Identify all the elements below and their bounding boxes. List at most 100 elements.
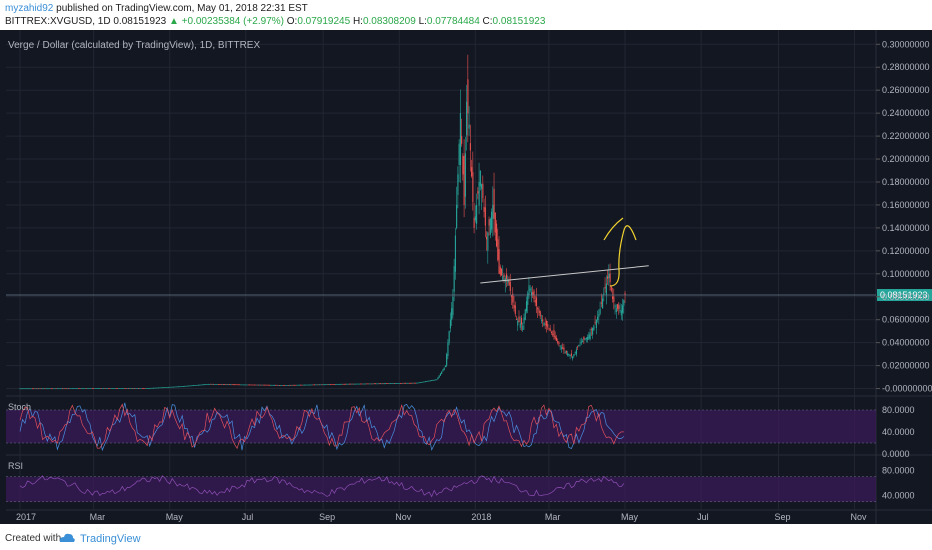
candle-body (486, 236, 488, 240)
candle-body (224, 384, 226, 385)
y-tick-label: 0.06000000 (882, 315, 930, 325)
y-tick-label: 0.18000000 (882, 177, 930, 187)
candle-body (568, 354, 570, 356)
tradingview-brand[interactable]: TradingView (80, 533, 141, 545)
chart-frame[interactable]: 0.08151923 0.30000000 0.28000000 0.2600000… (0, 30, 932, 524)
candle-body (507, 279, 509, 283)
candle-body (58, 388, 60, 390)
candle-body (599, 308, 601, 314)
stoch-tick-label: 40.0000 (882, 427, 915, 437)
candle-body (24, 388, 26, 390)
y-tick-label: 0.20000000 (882, 154, 930, 164)
candle-body (63, 388, 65, 390)
candle-body (540, 319, 543, 321)
candle-body (394, 383, 397, 384)
candle-body (534, 300, 536, 303)
candle-body (421, 381, 423, 383)
h-label: H: (352, 16, 363, 27)
candle-body (66, 388, 69, 390)
candle-body (608, 273, 610, 279)
arrow-drawing[interactable] (603, 217, 637, 287)
x-tick-label: May (621, 512, 639, 522)
candle-body (174, 386, 176, 388)
candle-body (207, 383, 209, 385)
candle-body (509, 282, 511, 292)
candle-body (330, 384, 332, 385)
candle-body (164, 387, 166, 388)
candle-body (74, 388, 76, 390)
y-tick-label: 0.12000000 (882, 246, 930, 256)
candle-body (147, 387, 150, 389)
candle-body (539, 311, 541, 317)
candle-body (343, 383, 345, 385)
candle-body (265, 384, 267, 386)
chart-svg[interactable]: 0.08151923 0.30000000 0.28000000 0.2600000… (0, 30, 932, 524)
candle-body (422, 381, 424, 383)
candle-body (165, 387, 167, 388)
candle-body (409, 382, 412, 384)
candle-body (251, 384, 253, 386)
candle-body (179, 386, 181, 388)
candle-body (39, 388, 41, 390)
candle-body (46, 388, 49, 390)
candle-body (562, 347, 564, 349)
chart-header: myzahid92 published on TradingView.com, … (0, 0, 932, 30)
author-link[interactable]: myzahid92 (5, 3, 54, 14)
candle-body (504, 277, 506, 282)
candle-body (121, 388, 123, 389)
candle-body (385, 383, 387, 385)
candle-body (499, 266, 501, 275)
candle-body (548, 328, 550, 330)
candle-body (118, 388, 120, 389)
candle-body (340, 383, 342, 385)
o-value: 0.07919245 (297, 16, 351, 27)
candle-body (166, 387, 168, 388)
candle-body (535, 297, 538, 306)
candle-body (538, 309, 540, 313)
candle-body (528, 285, 530, 295)
candle-body (205, 384, 207, 385)
candle-body (613, 296, 615, 303)
candle-body (580, 341, 582, 343)
candle-body (437, 377, 439, 380)
candle-body (180, 386, 182, 388)
candle-body (241, 384, 243, 386)
candle-body (331, 384, 333, 385)
candle-body (622, 305, 624, 313)
candle-body (595, 319, 597, 328)
candle-body (189, 385, 191, 387)
candle-body (333, 384, 335, 385)
candle-body (396, 383, 398, 384)
candle-body (129, 388, 131, 389)
candle-body (150, 387, 152, 389)
candle-body (293, 384, 296, 386)
candle-body (610, 286, 612, 291)
candle-body (307, 384, 309, 386)
candle-body (70, 388, 72, 390)
candle-body (466, 101, 468, 136)
candle-body (93, 388, 95, 390)
candle-body (220, 384, 222, 385)
candle-body (69, 388, 71, 390)
candle-body (565, 351, 567, 353)
candle-body (447, 342, 449, 357)
candle-body (438, 375, 440, 378)
candle-body (456, 204, 458, 228)
candle-body (35, 388, 37, 390)
candle-body (135, 388, 137, 389)
candle-body (242, 384, 244, 386)
candle-body (130, 388, 132, 389)
candle-body (199, 384, 201, 386)
candle-body (268, 384, 271, 386)
tradingview-logo-icon[interactable] (58, 532, 76, 544)
candle-body (544, 323, 546, 325)
trendline[interactable] (480, 265, 649, 284)
candle-body (101, 388, 103, 389)
candle-body (393, 383, 395, 384)
candle-body (19, 388, 21, 390)
candle-body (557, 341, 559, 343)
candle-body (111, 388, 113, 389)
candle-body (217, 384, 219, 385)
candle-body (275, 384, 277, 386)
candle-body (452, 296, 454, 316)
